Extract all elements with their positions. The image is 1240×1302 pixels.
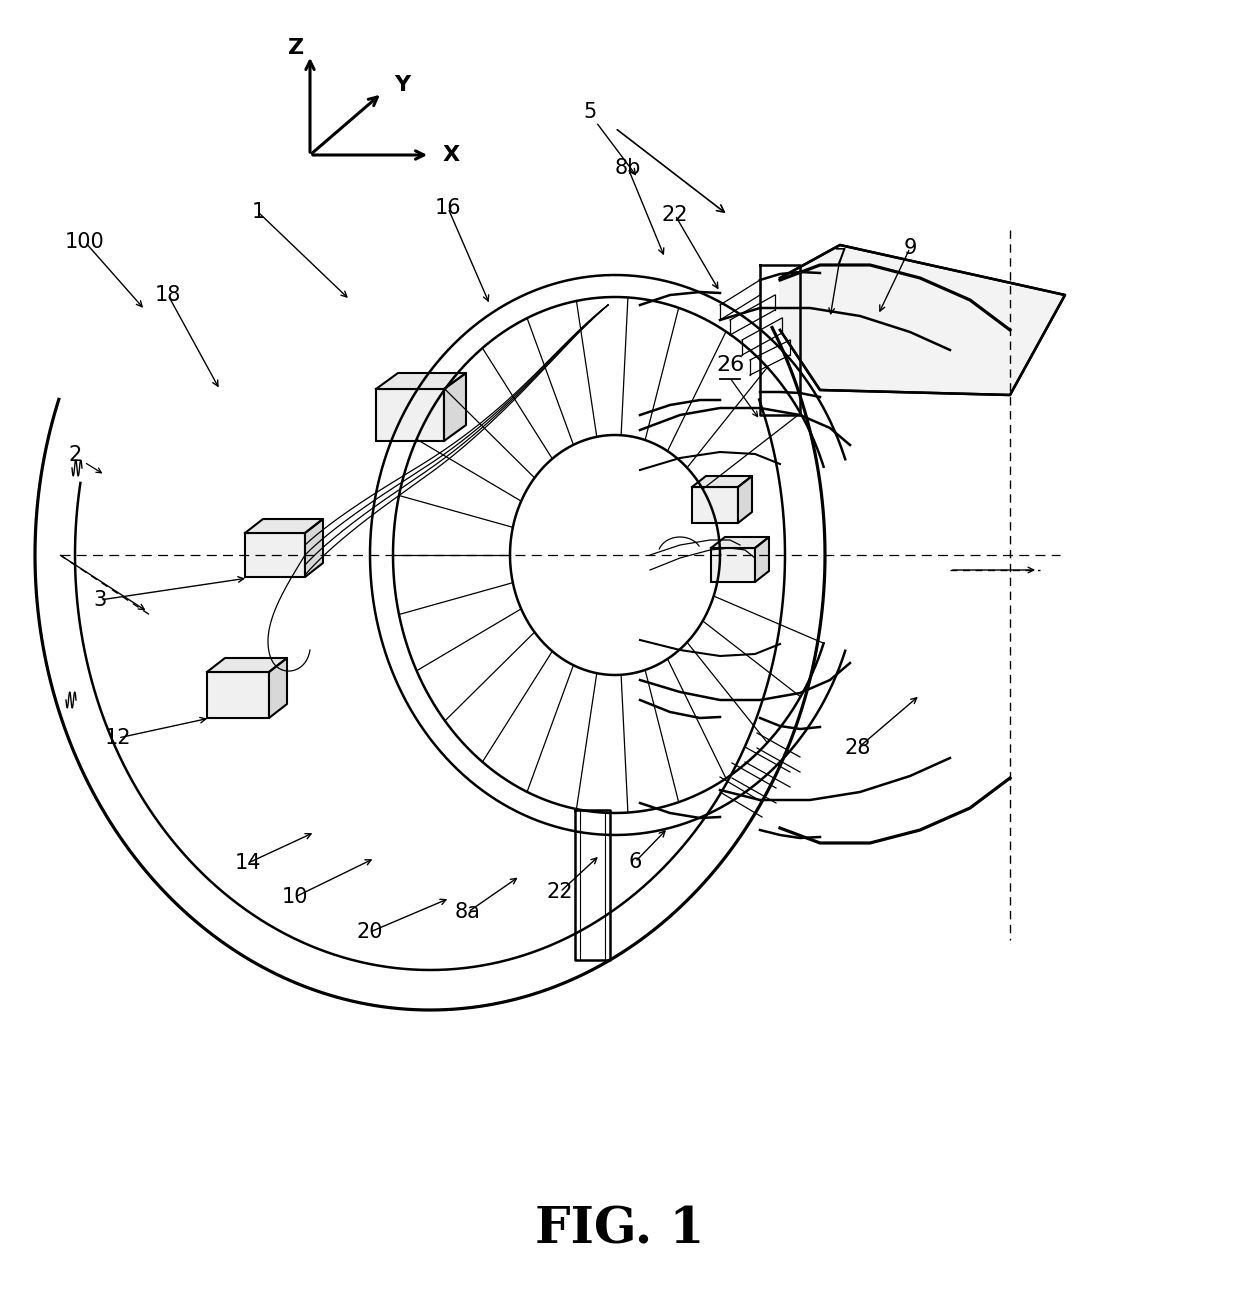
Text: 22: 22 — [547, 881, 573, 902]
Polygon shape — [305, 519, 322, 577]
Text: 100: 100 — [66, 232, 105, 253]
Text: 8b: 8b — [615, 158, 641, 178]
Polygon shape — [246, 533, 305, 577]
Text: 20: 20 — [357, 922, 383, 943]
Text: 9: 9 — [903, 238, 916, 258]
Polygon shape — [444, 372, 466, 441]
Polygon shape — [376, 372, 466, 389]
Polygon shape — [692, 477, 751, 487]
Polygon shape — [376, 389, 444, 441]
Text: 16: 16 — [435, 198, 461, 217]
Polygon shape — [207, 672, 269, 717]
Polygon shape — [755, 536, 769, 582]
Text: 14: 14 — [234, 853, 262, 874]
Polygon shape — [711, 548, 755, 582]
Text: 6: 6 — [629, 852, 641, 872]
Polygon shape — [780, 245, 1065, 395]
Text: 5: 5 — [583, 102, 596, 122]
Text: 28: 28 — [844, 738, 872, 758]
Text: X: X — [443, 145, 460, 165]
Text: 2: 2 — [68, 445, 82, 465]
Text: Z: Z — [288, 38, 304, 59]
Polygon shape — [246, 519, 322, 533]
Text: 1: 1 — [252, 202, 264, 223]
Text: 7: 7 — [833, 247, 847, 268]
Polygon shape — [738, 477, 751, 523]
Text: 26: 26 — [715, 355, 744, 375]
Text: 22: 22 — [662, 204, 688, 225]
Text: FIG. 1: FIG. 1 — [536, 1206, 704, 1255]
Text: 3: 3 — [93, 590, 107, 611]
Polygon shape — [207, 658, 286, 672]
Text: 8a: 8a — [455, 902, 481, 922]
Text: 10: 10 — [281, 887, 309, 907]
Polygon shape — [711, 536, 769, 548]
Text: 18: 18 — [155, 285, 181, 305]
Text: 12: 12 — [104, 728, 131, 749]
Polygon shape — [269, 658, 286, 717]
Text: Y: Y — [394, 76, 410, 95]
Polygon shape — [692, 487, 738, 523]
